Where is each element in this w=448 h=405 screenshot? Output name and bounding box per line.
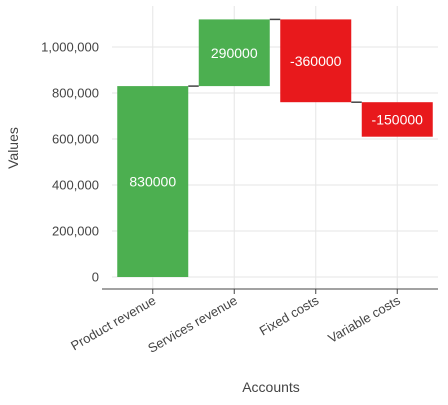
- bar-data-label: -360000: [290, 53, 342, 69]
- y-tick-label: 600,000: [52, 132, 99, 147]
- x-tick-label: Fixed costs: [257, 292, 322, 338]
- bars-layer: [117, 19, 433, 277]
- connectors-layer: [188, 18, 362, 103]
- x-tick-label: Services revenue: [145, 293, 239, 356]
- bar-data-label: 830000: [129, 174, 176, 190]
- data-labels-layer: 830000 290000 -360000 -150000: [129, 45, 423, 190]
- waterfall-bar: [117, 86, 189, 277]
- waterfall-bar: [361, 102, 433, 137]
- y-tick-label: 1,000,000: [41, 40, 99, 55]
- y-tick-label: 0: [92, 270, 99, 285]
- x-tick-label: Product revenue: [68, 293, 158, 354]
- y-tick-label: 800,000: [52, 86, 99, 101]
- y-axis-title: Values: [5, 127, 21, 169]
- waterfall-bar: [280, 19, 352, 103]
- y-tick-label: 200,000: [52, 224, 99, 239]
- x-tick-label: Variable costs: [325, 292, 403, 346]
- y-tick-label: 400,000: [52, 178, 99, 193]
- bar-data-label: -150000: [372, 111, 424, 127]
- y-tick-labels: 0 200,000 400,000 600,000 800,000 1,000,000: [41, 40, 99, 285]
- bar-data-label: 290000: [211, 45, 258, 61]
- waterfall-bar: [198, 19, 270, 87]
- x-axis-title: Accounts: [242, 379, 300, 395]
